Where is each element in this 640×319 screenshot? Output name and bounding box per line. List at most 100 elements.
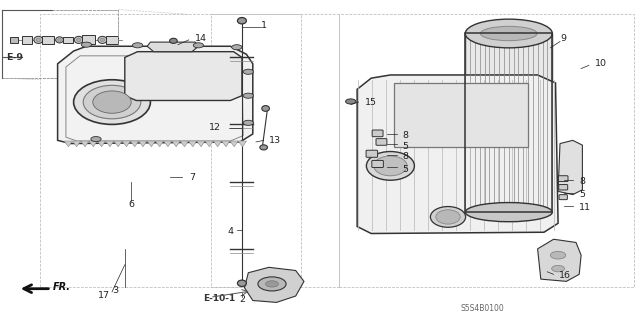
Text: 5: 5 <box>402 142 408 151</box>
Circle shape <box>132 43 143 48</box>
Text: E-10-1: E-10-1 <box>204 294 236 303</box>
Text: 17: 17 <box>99 291 110 300</box>
Polygon shape <box>205 141 213 147</box>
Ellipse shape <box>98 36 107 43</box>
Polygon shape <box>155 141 164 147</box>
Bar <box>40 14 301 287</box>
Ellipse shape <box>56 37 63 43</box>
Circle shape <box>232 45 242 50</box>
Bar <box>2 10 118 78</box>
Ellipse shape <box>77 38 81 42</box>
Ellipse shape <box>430 207 466 227</box>
Text: 3: 3 <box>112 286 118 295</box>
Text: S5S4B0100: S5S4B0100 <box>461 304 504 313</box>
Text: FR.: FR. <box>53 282 71 292</box>
Text: E-9: E-9 <box>6 53 24 62</box>
Text: 4: 4 <box>227 227 233 236</box>
Circle shape <box>243 93 253 98</box>
Bar <box>465 33 552 212</box>
FancyBboxPatch shape <box>559 184 568 190</box>
Ellipse shape <box>100 38 105 42</box>
Text: 15: 15 <box>365 98 377 107</box>
Ellipse shape <box>481 26 537 41</box>
Polygon shape <box>131 141 139 147</box>
FancyBboxPatch shape <box>372 130 383 137</box>
Polygon shape <box>196 141 205 147</box>
Text: 8: 8 <box>579 177 585 186</box>
Text: 8: 8 <box>402 152 408 161</box>
Text: 13: 13 <box>269 136 281 145</box>
Polygon shape <box>97 141 106 147</box>
Polygon shape <box>357 75 558 234</box>
Bar <box>10 37 18 43</box>
Circle shape <box>346 99 356 104</box>
Ellipse shape <box>374 156 407 176</box>
Polygon shape <box>89 141 97 147</box>
Polygon shape <box>172 141 180 147</box>
Polygon shape <box>238 141 246 147</box>
FancyBboxPatch shape <box>372 160 383 167</box>
Circle shape <box>258 277 286 291</box>
Polygon shape <box>558 140 582 195</box>
Ellipse shape <box>170 38 177 43</box>
Circle shape <box>243 120 253 125</box>
Ellipse shape <box>366 152 415 180</box>
Circle shape <box>193 43 204 48</box>
Text: 6: 6 <box>128 200 134 209</box>
Ellipse shape <box>74 80 150 124</box>
FancyBboxPatch shape <box>559 195 568 200</box>
Ellipse shape <box>36 38 41 42</box>
Ellipse shape <box>260 145 268 150</box>
Text: 11: 11 <box>579 203 591 212</box>
Circle shape <box>243 69 253 74</box>
Polygon shape <box>230 141 238 147</box>
Circle shape <box>550 251 566 259</box>
Polygon shape <box>125 52 242 100</box>
Polygon shape <box>72 141 81 147</box>
Circle shape <box>266 281 278 287</box>
Bar <box>394 83 528 147</box>
Polygon shape <box>188 141 196 147</box>
Polygon shape <box>147 42 198 52</box>
Bar <box>63 37 73 43</box>
Text: 10: 10 <box>595 59 607 68</box>
FancyBboxPatch shape <box>366 150 378 157</box>
Circle shape <box>81 42 92 47</box>
Ellipse shape <box>74 36 83 43</box>
Polygon shape <box>114 141 122 147</box>
Text: 2: 2 <box>239 295 245 304</box>
Ellipse shape <box>34 36 43 43</box>
Ellipse shape <box>262 106 269 111</box>
Bar <box>22 36 32 44</box>
Circle shape <box>91 137 101 142</box>
Ellipse shape <box>237 18 246 24</box>
Polygon shape <box>81 141 89 147</box>
Polygon shape <box>538 239 581 281</box>
Polygon shape <box>221 141 230 147</box>
Polygon shape <box>163 141 172 147</box>
Polygon shape <box>64 141 72 147</box>
Polygon shape <box>139 141 147 147</box>
Bar <box>339 14 634 287</box>
Ellipse shape <box>237 280 246 286</box>
FancyBboxPatch shape <box>559 176 568 182</box>
Text: 9: 9 <box>560 34 566 43</box>
Polygon shape <box>244 267 304 302</box>
Polygon shape <box>122 141 131 147</box>
Text: 12: 12 <box>209 123 221 132</box>
Polygon shape <box>106 141 114 147</box>
Bar <box>465 33 552 212</box>
Polygon shape <box>180 141 188 147</box>
Ellipse shape <box>465 203 552 222</box>
Ellipse shape <box>436 210 460 224</box>
Polygon shape <box>147 141 156 147</box>
Polygon shape <box>58 46 253 144</box>
Bar <box>106 36 118 44</box>
Polygon shape <box>213 141 221 147</box>
Bar <box>82 35 95 44</box>
FancyBboxPatch shape <box>376 139 387 145</box>
Text: 5: 5 <box>402 165 408 174</box>
Text: 7: 7 <box>189 173 195 182</box>
Ellipse shape <box>58 38 61 41</box>
Ellipse shape <box>465 19 552 48</box>
